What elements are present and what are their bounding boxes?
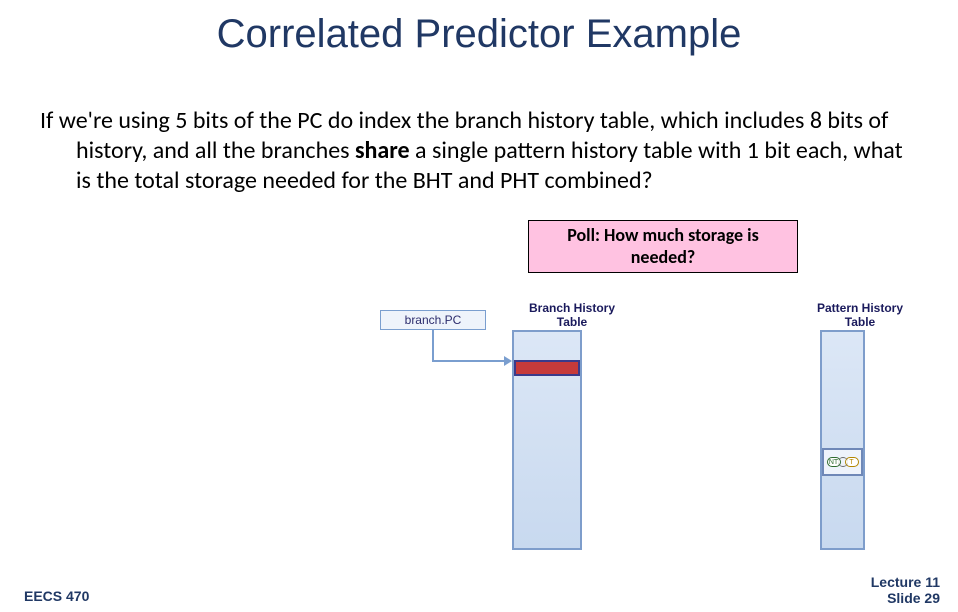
poll-line1: Poll: How much storage is (535, 225, 791, 247)
poll-line2: needed? (535, 247, 791, 269)
question-text: If we're using 5 bits of the PC do index… (40, 106, 910, 196)
bht-label-line2: Table (557, 315, 587, 329)
pht-label: Pattern History Table (810, 302, 910, 330)
fsm-loop-icon (838, 457, 848, 467)
pattern-history-table (820, 330, 865, 550)
footer-lecture: Lecture 11 (871, 574, 940, 590)
poll-callout: Poll: How much storage is needed? (528, 220, 798, 273)
pc-connector-v (432, 330, 434, 360)
slide-title: Correlated Predictor Example (0, 12, 958, 57)
bht-label-line1: Branch History (529, 301, 615, 315)
footer-course: EECS 470 (24, 588, 89, 604)
bht-selected-row (514, 360, 580, 376)
branch-pc-box: branch.PC (380, 310, 486, 330)
pc-arrowhead-icon (504, 356, 512, 366)
pht-selected-entry: NT T (822, 448, 863, 476)
footer-slide-info: Lecture 11 Slide 29 (871, 574, 940, 606)
question-bold: share (355, 136, 410, 165)
pht-label-line2: Table (845, 315, 875, 329)
predictor-diagram: branch.PC Branch History Table Pattern H… (0, 300, 958, 560)
pc-connector-h (432, 360, 506, 362)
bht-label: Branch History Table (522, 302, 622, 330)
footer-slide: Slide 29 (871, 590, 940, 606)
pht-label-line1: Pattern History (817, 301, 903, 315)
